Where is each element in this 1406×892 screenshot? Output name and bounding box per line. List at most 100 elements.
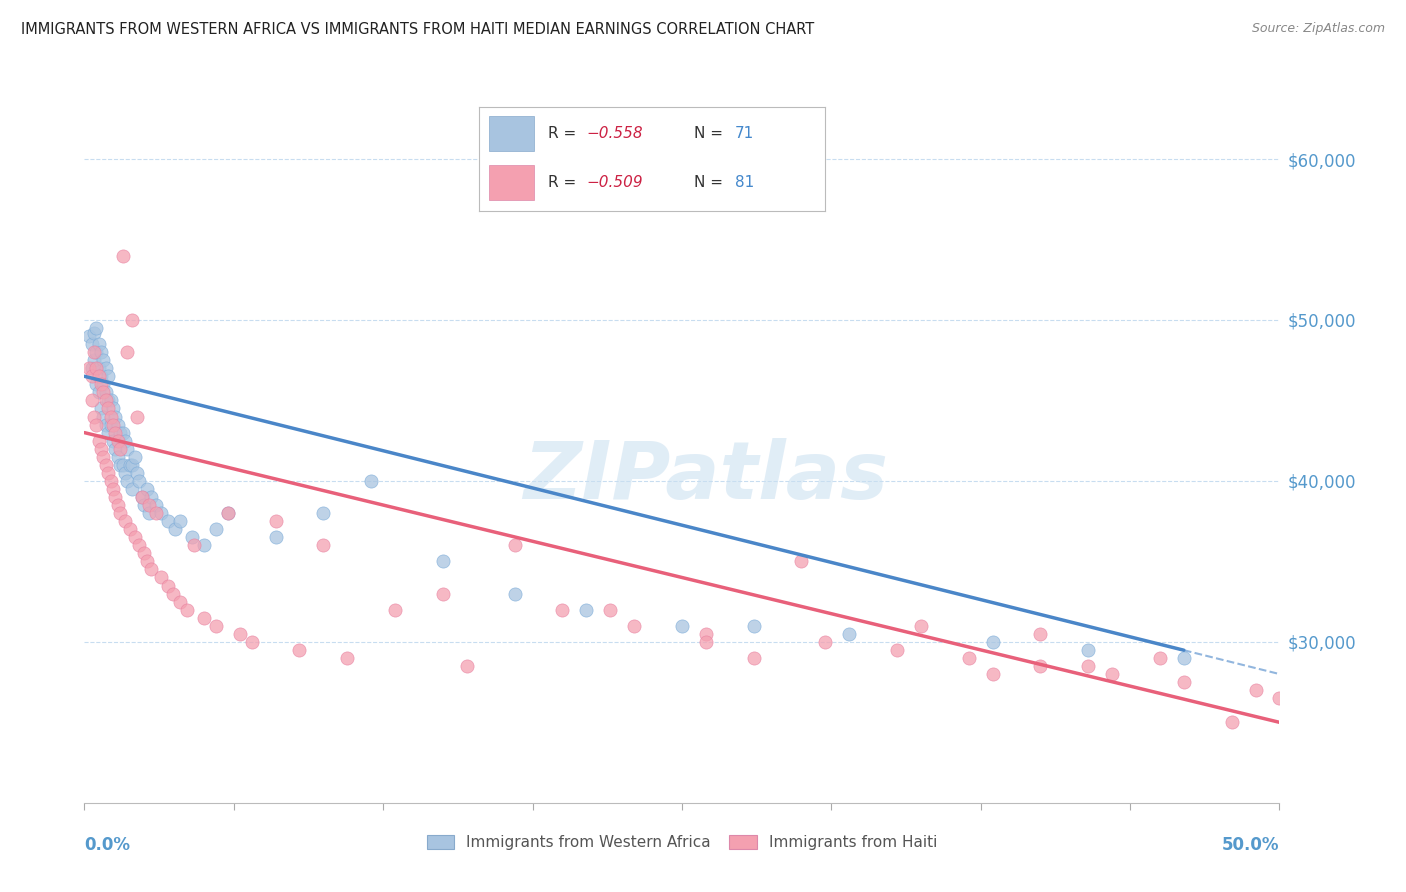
Point [86, 345, 108, 359]
Point [100, 409, 122, 424]
Point [240, 635, 263, 649]
Point [101, 482, 124, 496]
Point [503, 586, 526, 600]
Point [80, 369, 103, 384]
Point [1029, 659, 1052, 673]
Point [125, 466, 148, 480]
Point [145, 506, 167, 520]
Text: 50.0%: 50.0% [1222, 836, 1279, 855]
Point [312, 538, 335, 552]
Point [111, 249, 134, 263]
Point [264, 530, 287, 544]
Point [1244, 683, 1267, 698]
Point [93, 409, 115, 424]
Point [1029, 627, 1052, 641]
Point [814, 635, 837, 649]
Point [118, 458, 141, 472]
Point [97, 369, 120, 384]
Point [107, 434, 129, 448]
Point [312, 506, 335, 520]
Point [790, 554, 813, 568]
Point [100, 474, 122, 488]
Point [107, 498, 129, 512]
Point [132, 498, 156, 512]
Point [981, 635, 1004, 649]
Point [264, 514, 287, 528]
Point [503, 538, 526, 552]
Point [149, 506, 172, 520]
Point [131, 490, 153, 504]
Point [86, 377, 108, 392]
Point [181, 530, 204, 544]
Point [100, 417, 122, 432]
Point [114, 434, 136, 448]
Point [162, 586, 184, 600]
Point [111, 458, 134, 472]
Point [742, 651, 765, 665]
Point [94, 385, 117, 400]
Point [128, 538, 150, 552]
Point [101, 401, 124, 416]
Point [1077, 659, 1099, 673]
Point [138, 506, 160, 520]
Point [87, 361, 110, 376]
Point [94, 393, 117, 408]
Point [599, 602, 621, 616]
Point [97, 425, 120, 440]
Point [93, 385, 115, 400]
Point [149, 570, 172, 584]
Point [101, 417, 124, 432]
Point [1149, 651, 1171, 665]
Point [94, 361, 117, 376]
Point [107, 417, 129, 432]
Point [90, 369, 112, 384]
Point [360, 474, 382, 488]
Point [432, 554, 454, 568]
Point [114, 466, 136, 480]
Point [101, 434, 124, 448]
Point [93, 450, 115, 464]
Point [83, 326, 105, 340]
Point [157, 578, 180, 592]
Point [205, 619, 228, 633]
Point [838, 627, 860, 641]
Point [981, 667, 1004, 681]
Point [114, 514, 136, 528]
Point [90, 377, 112, 392]
Point [695, 627, 717, 641]
Text: IMMIGRANTS FROM WESTERN AFRICA VS IMMIGRANTS FROM HAITI MEDIAN EARNINGS CORRELAT: IMMIGRANTS FROM WESTERN AFRICA VS IMMIGR… [21, 22, 814, 37]
Point [117, 474, 139, 488]
Point [623, 619, 645, 633]
Point [94, 458, 117, 472]
Point [193, 610, 215, 624]
Point [695, 635, 717, 649]
Point [77, 361, 100, 376]
Point [104, 425, 127, 440]
Point [1220, 715, 1243, 730]
Point [671, 619, 693, 633]
Point [124, 530, 146, 544]
Point [117, 442, 139, 456]
Point [121, 458, 143, 472]
Text: 0.0%: 0.0% [84, 836, 131, 855]
Point [217, 506, 239, 520]
Point [1268, 691, 1291, 706]
Point [141, 490, 163, 504]
Point [176, 602, 198, 616]
Point [125, 409, 148, 424]
Point [217, 506, 239, 520]
Point [128, 474, 150, 488]
Point [132, 546, 156, 560]
Legend: Immigrants from Western Africa, Immigrants from Haiti: Immigrants from Western Africa, Immigran… [419, 828, 945, 858]
Point [384, 602, 406, 616]
Point [205, 522, 228, 536]
Text: Source: ZipAtlas.com: Source: ZipAtlas.com [1251, 22, 1385, 36]
Point [1077, 643, 1099, 657]
Point [1101, 667, 1123, 681]
Point [107, 450, 129, 464]
Point [111, 425, 134, 440]
Point [169, 514, 191, 528]
Point [77, 329, 100, 343]
Point [117, 345, 139, 359]
Point [86, 321, 108, 335]
